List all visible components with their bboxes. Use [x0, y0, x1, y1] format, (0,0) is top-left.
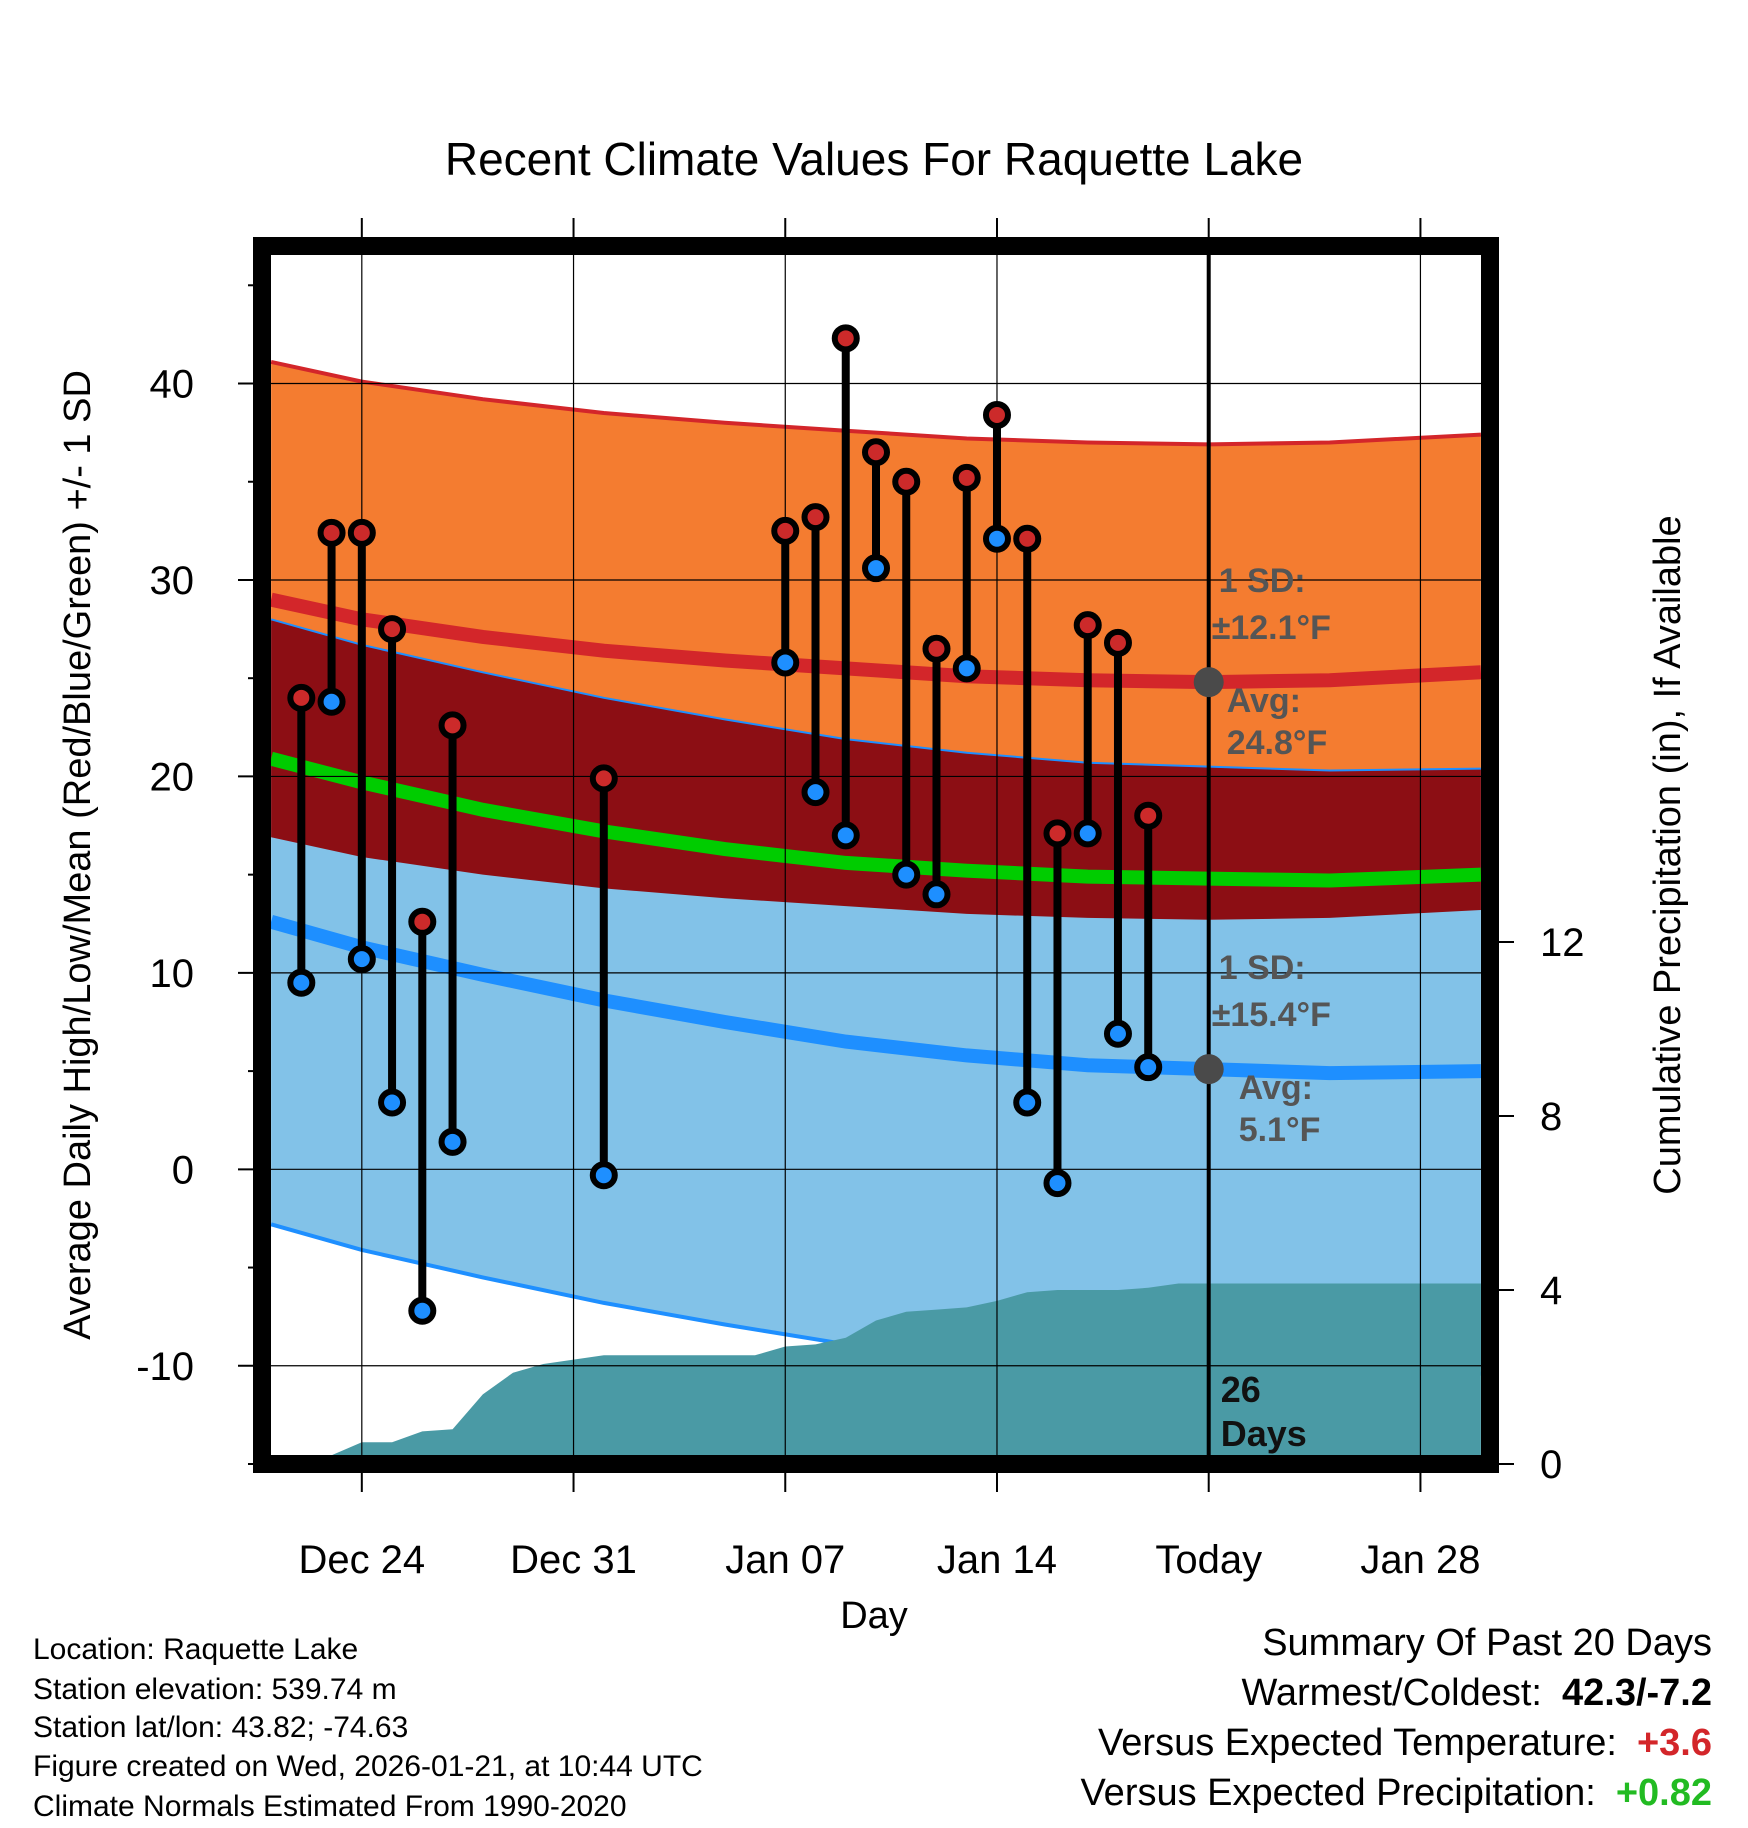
high-sd-label: 1 SD:	[1219, 562, 1306, 600]
y2-tick-label: 12	[1540, 921, 1585, 965]
summary-precip: Versus Expected Precipitation: +0.82	[1080, 1772, 1712, 1815]
observations	[287, 324, 1163, 1325]
high-point	[347, 518, 376, 547]
low-point	[1013, 1088, 1042, 1117]
low-point	[952, 654, 981, 683]
y-tick-label: -10	[136, 1345, 194, 1389]
high-point	[922, 634, 951, 663]
footer-created: Figure created on Wed, 2026-01-21, at 10…	[33, 1750, 703, 1783]
summary-warm-cold: Warmest/Coldest: 42.3/-7.2	[1241, 1672, 1712, 1715]
high-point	[287, 683, 316, 712]
high-point	[589, 764, 618, 793]
days-count: 26	[1221, 1369, 1261, 1410]
high-avg-marker	[1193, 667, 1224, 698]
y2-tick-label: 4	[1540, 1269, 1562, 1313]
low-point	[801, 778, 830, 807]
low-point	[408, 1296, 437, 1325]
high-point	[438, 711, 467, 740]
y-tick-label: 0	[172, 1148, 194, 1192]
low-point	[922, 880, 951, 909]
low-point	[831, 821, 860, 850]
x-tick-label: Dec 31	[510, 1538, 637, 1582]
x-tick-label: Dec 24	[298, 1538, 425, 1582]
low-point	[378, 1088, 407, 1117]
x-tick-label: Jan 07	[725, 1538, 845, 1582]
high-point	[862, 438, 890, 467]
chart-title: Recent Climate Values For Raquette Lake	[445, 133, 1303, 185]
warm-cold-value: 42.3/-7.2	[1562, 1672, 1712, 1714]
low-point	[1073, 819, 1102, 848]
high-point	[892, 467, 921, 496]
summary-title: Summary Of Past 20 Days	[1262, 1622, 1712, 1664]
high-point	[408, 907, 437, 936]
y-tick-label: 10	[150, 952, 195, 996]
high-point	[982, 400, 1011, 429]
low-avg-line	[269, 915, 1481, 1081]
high-point	[1043, 819, 1072, 848]
low-point	[287, 968, 316, 997]
low-point	[347, 945, 376, 974]
low-point	[317, 687, 346, 716]
low-point	[892, 860, 921, 889]
high-sd-value: ±12.1°F	[1212, 609, 1331, 647]
warm-cold-label: Warmest/Coldest:	[1241, 1672, 1542, 1714]
high-point	[317, 518, 346, 547]
precipitation-area	[301, 1283, 1481, 1464]
low-sd-label: 1 SD:	[1219, 949, 1306, 987]
low-point	[771, 648, 800, 677]
y-axis-label: Average Daily High/Low/Mean (Red/Blue/Gr…	[57, 370, 99, 1340]
y-tick-label: 30	[150, 559, 195, 603]
days-word: Days	[1221, 1413, 1307, 1454]
low-avg-value: 5.1°F	[1239, 1111, 1321, 1149]
low-point	[982, 524, 1011, 553]
mean-avg-line	[269, 751, 1482, 888]
low-sd-value: ±15.4°F	[1212, 996, 1331, 1034]
precip-value: +0.82	[1615, 1772, 1712, 1814]
y2-tick-label: 8	[1540, 1095, 1562, 1139]
low-point	[589, 1161, 618, 1190]
high-point	[952, 463, 981, 492]
temp-label: Versus Expected Temperature:	[1098, 1722, 1617, 1764]
high-point	[1134, 801, 1163, 830]
y-tick-label: 20	[150, 755, 195, 799]
high-point	[378, 615, 407, 644]
high-avg-value: 24.8°F	[1227, 724, 1328, 762]
high-point	[831, 324, 860, 353]
footer-latlon: Station lat/lon: 43.82; -74.63	[33, 1711, 409, 1744]
x-axis-label: Day	[840, 1595, 908, 1637]
footer-elevation: Station elevation: 539.74 m	[33, 1673, 397, 1706]
low-point	[1043, 1169, 1072, 1198]
high-point	[1013, 524, 1042, 553]
x-tick-label: Today	[1155, 1538, 1262, 1582]
y-tick-label: 40	[150, 363, 195, 407]
high-point	[1103, 628, 1132, 657]
low-avg-marker	[1193, 1054, 1224, 1085]
low-point	[862, 554, 890, 583]
low-avg-label: Avg:	[1239, 1069, 1313, 1107]
x-tick-label: Jan 28	[1360, 1538, 1480, 1582]
footer-normals: Climate Normals Estimated From 1990-2020	[33, 1790, 627, 1823]
y2-axis-label: Cumulative Precipitation (in), If Availa…	[1647, 515, 1689, 1194]
high-point	[801, 503, 830, 532]
temp-value: +3.6	[1636, 1722, 1712, 1764]
high-point	[771, 516, 800, 545]
low-point	[1134, 1053, 1163, 1082]
summary-temp: Versus Expected Temperature: +3.6	[1098, 1722, 1712, 1765]
y2-tick-label: 0	[1540, 1443, 1562, 1487]
low-point	[1103, 1019, 1132, 1048]
high-avg-label: Avg:	[1227, 682, 1301, 720]
annotations: 1 SD: ±12.1°F Avg: 24.8°F 1 SD: ±15.4°F Avg: 5.…	[1193, 562, 1331, 1454]
x-tick-label: Jan 14	[937, 1538, 1057, 1582]
high-point	[1073, 611, 1102, 640]
plot-frame	[253, 237, 1499, 1473]
precip-label: Versus Expected Precipitation:	[1080, 1772, 1596, 1814]
low-point	[438, 1127, 467, 1156]
footer-location: Location: Raquette Lake	[33, 1633, 359, 1666]
